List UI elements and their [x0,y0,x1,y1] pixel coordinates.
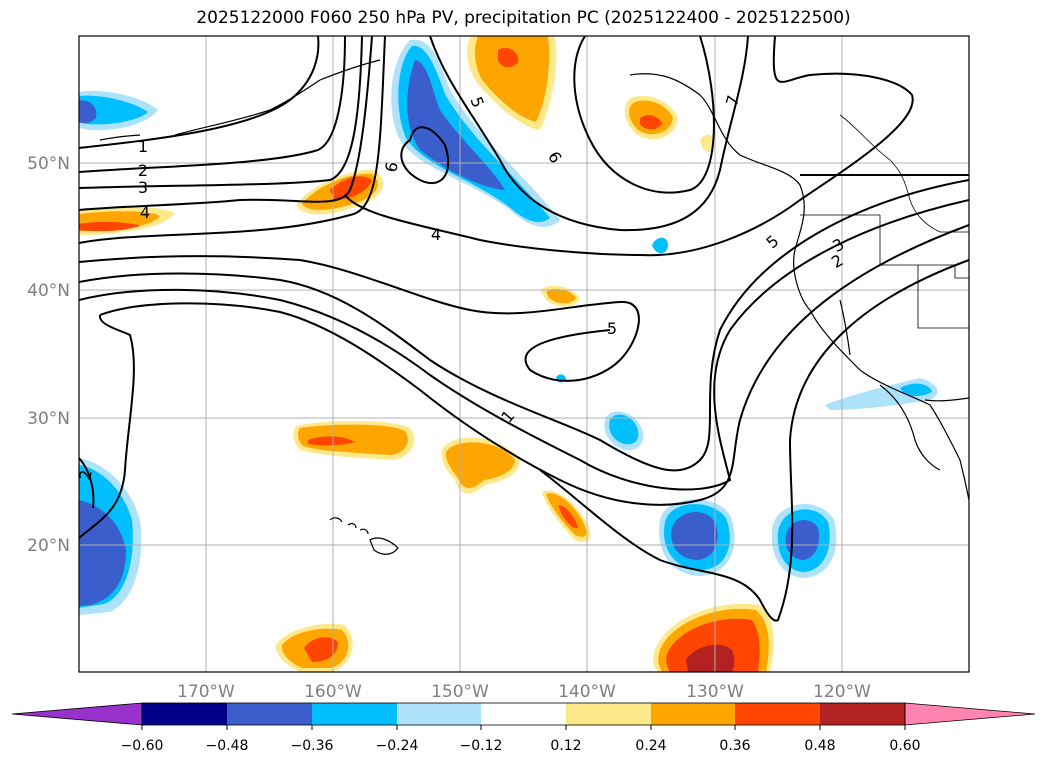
lon-label-150w: 150°W [431,682,489,702]
precip-pos-region [474,36,550,122]
contour-label-pv-5-mid: 5 [607,319,617,338]
contour-label-pv-2-bottomleft: 2 [75,468,95,481]
lat-label-20n: 20°N [27,536,70,556]
precip-neg-region [900,383,932,397]
latitude-labels: 50°N 40°N 30°N 20°N [27,154,70,556]
colorbar-label: 0.36 [719,738,750,754]
precip-pos-region [498,47,519,68]
precip-pos-region [546,288,576,304]
precip-pos-region [640,115,662,130]
colorbar-segment [481,703,566,725]
coastlines [99,59,969,555]
colorbar-segment [397,703,481,725]
precip-neg-region [671,511,718,560]
precip-pos-region [304,637,338,662]
chart-title: 2025122000 F060 250 hPa PV, precipitatio… [196,8,851,28]
colorbar-label: −0.36 [291,738,334,754]
colorbar-label: 0.24 [635,738,666,754]
precip-neg-region [79,100,97,124]
precip-neg-region [785,519,820,560]
lon-label-130w: 130°W [686,682,744,702]
map-area [79,36,969,672]
precip-neg-region [79,500,126,606]
precip-pos-region [558,505,578,529]
colorbar-extend-max [904,702,1036,726]
colorbar-label: −0.48 [206,738,249,754]
lon-label-170w: 170°W [177,682,235,702]
contour-label-pv-3-left: 3 [138,178,148,197]
colorbar: −0.60 −0.48 −0.36 −0.24 −0.12 0.12 0.24 … [11,702,1036,754]
lat-label-30n: 30°N [27,409,70,429]
longitude-labels: 170°W 160°W 150°W 140°W 130°W 120°W [177,682,871,702]
colorbar-segment [227,703,312,725]
colorbar-segment [566,703,651,725]
precip-pos-region [79,221,140,232]
colorbar-label: −0.12 [460,738,503,754]
colorbar-label: 0.60 [889,738,920,754]
contour-label-pv-4-left: 4 [140,203,150,222]
contour-label-pv-2-left: 2 [138,161,148,180]
precip-pos-region [445,442,515,489]
precip-pos-region [298,424,408,455]
precip-neg-region [652,237,668,254]
precip-neg-region [609,414,639,445]
contour-label-pv-7-top: 7 [722,93,743,108]
lon-label-120w: 120°W [813,682,871,702]
contour-label-pv-4-center: 4 [431,225,441,244]
colorbar-segment [142,703,227,725]
colorbar-segment [735,703,820,725]
precip-neg-region [79,95,148,125]
colorbar-segment [651,703,735,725]
pv-contours [79,36,969,622]
lat-label-40n: 40°N [27,281,70,301]
colorbar-segment [312,703,397,725]
colorbar-segment [820,703,905,725]
precip-pos-region [308,436,355,446]
lat-label-50n: 50°N [27,154,70,174]
precip-pos-region [686,644,735,672]
colorbar-label: −0.24 [376,738,419,754]
colorbar-label: −0.60 [121,738,164,754]
contour-label-pv-6-left: 6 [381,160,401,173]
contour-label-pv-1-left: 1 [138,137,148,156]
lon-label-140w: 140°W [558,682,616,702]
lon-label-160w: 160°W [304,682,362,702]
colorbar-extend-min [11,702,143,726]
colorbar-label: 0.12 [550,738,581,754]
precip-pos-region [700,134,715,153]
colorbar-label: 0.48 [804,738,835,754]
precip-neg-region [407,60,505,190]
colorbar-ticks [141,725,906,730]
map-frame [78,35,970,673]
state-borders [800,114,969,329]
